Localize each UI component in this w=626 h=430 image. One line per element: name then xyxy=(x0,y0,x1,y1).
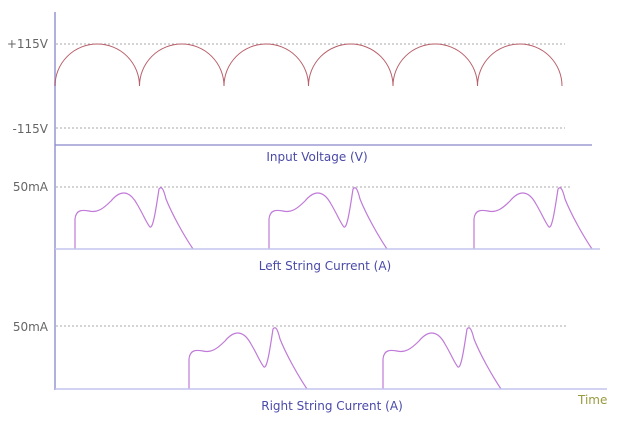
tick-minus115: -115V xyxy=(13,122,49,136)
tick-plus115: +115V xyxy=(7,37,49,51)
left-panel-title: Left String Current (A) xyxy=(259,259,391,273)
current-pulse-2 xyxy=(382,327,502,390)
current-pulse-2 xyxy=(268,187,388,250)
voltage-panel-title: Input Voltage (V) xyxy=(266,150,367,164)
left-current-waveform xyxy=(74,187,593,250)
current-pulse-3 xyxy=(473,187,593,250)
current-pulse-1 xyxy=(74,187,194,250)
right-current-waveform xyxy=(188,327,502,390)
tick-right-50ma: 50mA xyxy=(13,320,49,334)
right-panel-title: Right String Current (A) xyxy=(261,399,403,413)
tick-left-50ma: 50mA xyxy=(13,180,49,194)
current-pulse-1 xyxy=(188,327,308,390)
x-axis-label: Time xyxy=(577,393,607,407)
voltage-waveform xyxy=(54,43,563,87)
